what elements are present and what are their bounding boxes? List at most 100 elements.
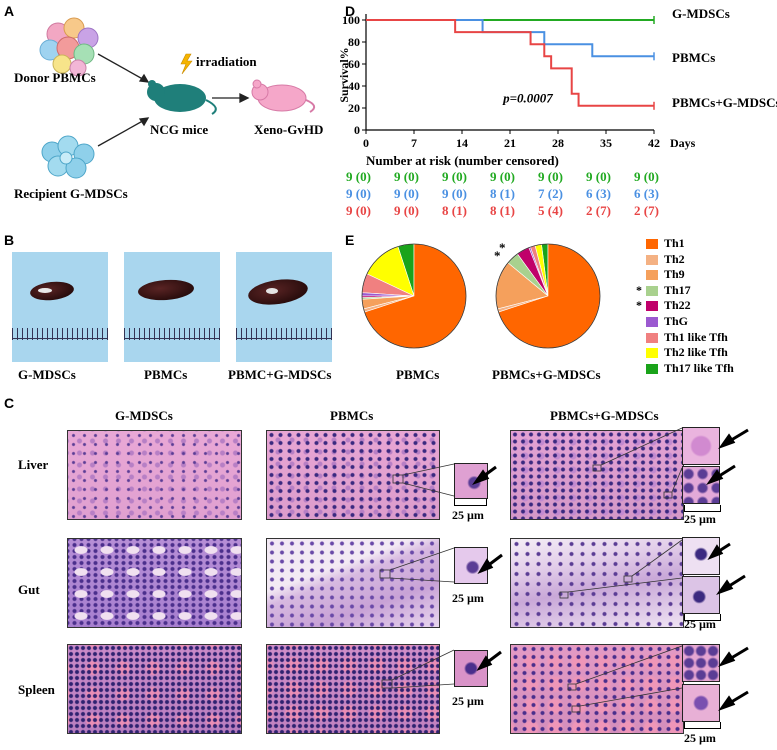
x-tick-label: 14 xyxy=(456,136,468,150)
legend-label: ThG xyxy=(664,314,689,328)
scalebar-spleen-combo xyxy=(684,722,721,729)
histo-gut-gmdscs xyxy=(67,538,242,628)
y-tick-label: 20 xyxy=(348,101,360,115)
pie-charts: * * xyxy=(361,240,601,349)
legend-label: Th17 like Tfh xyxy=(664,360,734,375)
risk-cell: 9 (0) xyxy=(538,169,563,184)
series-label: G-MDSCs xyxy=(672,6,730,21)
panel-label-c: C xyxy=(4,395,15,411)
legend-label: Th17 xyxy=(664,282,691,297)
pie-outline xyxy=(495,243,601,349)
scale-spleen-pbmcs: 25 µm xyxy=(452,694,484,708)
legend-label: Th2 xyxy=(664,251,685,266)
c-row-gut: Gut xyxy=(18,582,40,597)
pie-star-1: * xyxy=(494,248,501,263)
inset-gut-pbmcs xyxy=(454,547,488,584)
c-col-pbmc-gmdscs: PBMCs+G-MDSCs xyxy=(550,408,659,423)
panel-label-a: A xyxy=(4,3,15,19)
risk-cell: 2 (7) xyxy=(586,203,611,218)
series-label: PBMCs+G-MDSCs xyxy=(672,95,777,110)
pie-star-2: * xyxy=(499,240,506,255)
ncg-mice-label: NCG mice xyxy=(150,122,209,137)
scale-gut-combo: 25 µm xyxy=(684,617,716,631)
risk-cell: 8 (1) xyxy=(490,203,515,218)
risk-cell: 8 (1) xyxy=(490,186,515,201)
x-tick-label: 0 xyxy=(363,136,369,150)
histo-gut-pbmc-gmdscs xyxy=(510,538,684,628)
scale-spleen-combo: 25 µm xyxy=(684,731,716,745)
y-axis-label: Survival% xyxy=(340,47,351,102)
mouse-pink-icon xyxy=(251,79,316,113)
inset-spleen-combo-2 xyxy=(682,684,720,722)
legend-swatch xyxy=(646,317,658,327)
risk-cell: 9 (0) xyxy=(346,169,371,184)
survival-chart: 0 20 40 60 80 100 0 7 14 21 28 35 42 Days Survival% G-… xyxy=(340,6,777,150)
spleen-photo-pbmc-gmdscs xyxy=(236,252,332,362)
risk-cell: 6 (3) xyxy=(634,186,659,201)
histo-liver-pbmcs xyxy=(266,430,440,520)
x-tick-label: 42 xyxy=(648,136,660,150)
histo-spleen-pbmc-gmdscs xyxy=(510,644,684,734)
risk-cell: 7 (2) xyxy=(538,186,563,201)
panel-label-d: D xyxy=(345,3,356,19)
risk-cell: 9 (0) xyxy=(634,169,659,184)
c-col-gmdscs: G-MDSCs xyxy=(115,408,173,423)
x-tick-label: 28 xyxy=(552,136,564,150)
p-value: p=0.0007 xyxy=(502,91,553,106)
b-label-pbmc-gmdscs: PBMC+G-MDSCs xyxy=(228,367,332,382)
histo-spleen-gmdscs xyxy=(67,644,242,734)
inset-liver-combo-1 xyxy=(682,427,720,465)
legend-star: * xyxy=(636,282,642,297)
legend-label: Th1 like Tfh xyxy=(664,329,728,344)
risk-cell: 9 (0) xyxy=(394,169,419,184)
pie-outline xyxy=(361,243,467,349)
risk-cell: 9 (0) xyxy=(394,186,419,201)
c-row-spleen: Spleen xyxy=(18,682,55,697)
risk-cell: 9 (0) xyxy=(442,169,467,184)
lightning-icon xyxy=(180,53,193,75)
risk-cell: 9 (0) xyxy=(346,186,371,201)
scale-gut-pbmcs: 25 µm xyxy=(452,591,484,605)
risk-table-title: Number at risk (number censored) xyxy=(366,153,559,168)
spleen-photo-pbmcs xyxy=(124,252,220,362)
donor-cells-icon xyxy=(39,17,99,77)
risk-cell: 9 (0) xyxy=(442,186,467,201)
risk-cell: 9 (0) xyxy=(394,203,419,218)
c-row-liver: Liver xyxy=(18,457,49,472)
scalebar-gut-combo xyxy=(684,614,721,621)
y-tick-label: 40 xyxy=(348,79,360,93)
histo-spleen-pbmcs xyxy=(266,644,440,734)
legend-swatch xyxy=(646,301,658,312)
series-line-PBMCs xyxy=(366,19,654,58)
inset-liver-combo-2 xyxy=(682,466,720,504)
scale-liver-pbmcs: 25 µm xyxy=(452,508,484,522)
x-tick-label: 35 xyxy=(600,136,612,150)
panel-label-e: E xyxy=(345,232,355,248)
y-tick-label: 100 xyxy=(342,13,360,27)
pie-label-pbmcs: PBMCs xyxy=(396,367,440,382)
scale-liver-combo: 25 µm xyxy=(684,512,716,526)
irradiation-label: irradiation xyxy=(196,54,257,69)
panel-label-b: B xyxy=(4,232,15,248)
legend-swatch xyxy=(646,332,658,343)
risk-cell: 2 (7) xyxy=(634,203,659,218)
legend-label: Th9 xyxy=(664,267,685,282)
legend-label: Th22 xyxy=(664,298,691,313)
recipient-cells-icon xyxy=(41,135,95,179)
series-line-PBMCs+G-MDSCs xyxy=(366,19,654,107)
legend-label: Th2 like Tfh xyxy=(664,345,728,360)
risk-cell: 9 (0) xyxy=(586,169,611,184)
donor-pbmcs-label: Donor PBMCs xyxy=(14,70,96,85)
series-label: PBMCs xyxy=(672,50,715,65)
inset-gut-combo-2 xyxy=(682,576,720,614)
c-col-pbmcs: PBMCs xyxy=(330,408,374,423)
legend-swatch xyxy=(646,254,658,265)
b-label-pbmcs: PBMCs xyxy=(144,367,188,382)
b-label-gmdscs: G-MDSCs xyxy=(18,367,76,382)
recipient-gmdscs-label: Recipient G-MDSCs xyxy=(14,186,128,201)
legend-label: Th1 xyxy=(664,236,685,250)
risk-cell: 6 (3) xyxy=(586,186,611,201)
scalebar-liver-pbmcs xyxy=(454,499,487,506)
legend-swatch xyxy=(646,239,658,249)
